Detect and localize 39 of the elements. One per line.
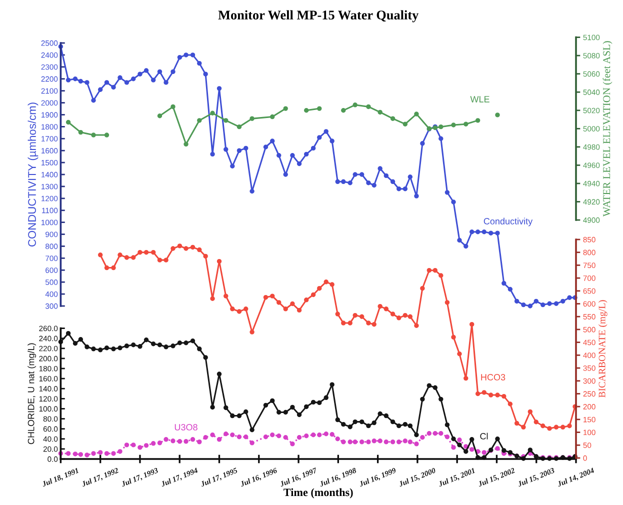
y-axis-title: WATER LEVEL ELEVATION (feet ASL) [602,41,612,217]
series-label: U3O8 [174,424,198,430]
point [378,110,382,115]
point [464,122,468,126]
point [414,112,419,116]
point [304,108,309,113]
point [66,120,71,125]
point [352,102,358,108]
point [157,114,162,118]
point [184,142,188,147]
point [495,112,500,118]
x-axis-title: Time (months) [284,488,353,498]
point [438,124,444,130]
point [250,116,254,121]
point [197,118,202,123]
point [91,132,96,138]
point [390,116,396,121]
point [78,130,84,135]
point [104,132,110,138]
series-label: Conductivity [484,218,533,226]
point [170,104,176,110]
chart-title: Monitor Well MP-15 Water Quality [218,10,419,22]
series-label: WLE [470,96,490,102]
point [317,106,322,111]
y-axis-title: CONDUCTIVITY (µmhos/cm) [28,102,38,246]
y-axis-title: CHLORIDE, U nat (mg/L) [28,343,36,444]
point [341,108,346,113]
point [283,106,288,111]
point [451,122,456,128]
y-axis-title: BICARBONATE (mg/L) [598,300,608,398]
point [270,114,275,120]
point [366,104,371,110]
series-label: Cl [480,432,488,440]
point [402,122,408,126]
point [236,124,242,130]
point [210,110,215,116]
series-label: HCO3 [481,374,506,380]
point [224,118,228,123]
point [475,118,480,123]
